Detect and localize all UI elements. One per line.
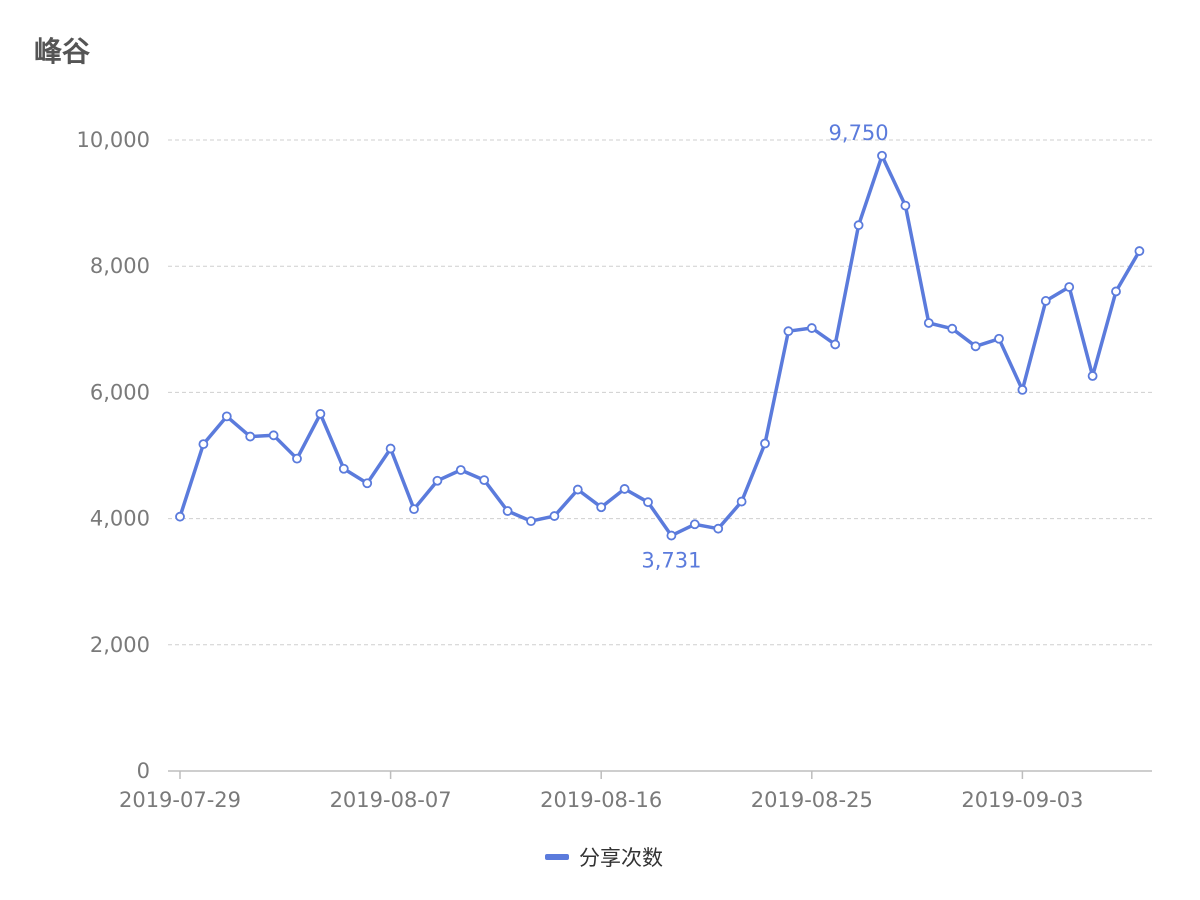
data-point xyxy=(268,430,279,441)
annotation-group: 9,750 3,731 xyxy=(641,121,888,573)
chart-title: 峰谷 xyxy=(34,35,91,68)
y-tick-label: 2,000 xyxy=(90,633,150,657)
data-point xyxy=(338,463,349,474)
legend-label: 分享次数 xyxy=(579,846,663,870)
y-tick-label: 0 xyxy=(137,759,150,783)
data-point xyxy=(315,408,326,419)
data-point xyxy=(526,516,536,527)
data-point xyxy=(1040,296,1051,306)
legend[interactable]: 分享次数 xyxy=(545,842,663,872)
max-label: 9,750 xyxy=(829,121,889,145)
data-point xyxy=(830,339,841,350)
data-point xyxy=(409,504,419,515)
data-point xyxy=(1017,384,1028,395)
y-tick-label: 8,000 xyxy=(90,254,150,278)
data-point xyxy=(502,506,513,516)
data-point xyxy=(572,484,583,495)
data-point xyxy=(479,475,490,486)
legend-swatch xyxy=(545,854,569,860)
data-point xyxy=(736,496,747,507)
data-point xyxy=(1111,286,1121,297)
data-point xyxy=(619,484,630,494)
data-point xyxy=(549,511,560,521)
data-point xyxy=(713,523,724,534)
data-point xyxy=(455,465,466,475)
data-point xyxy=(1064,282,1075,292)
data-point xyxy=(221,411,232,422)
data-point xyxy=(994,333,1004,344)
data-point xyxy=(877,150,887,161)
series-line xyxy=(178,154,1142,538)
y-tick-label: 4,000 xyxy=(90,507,150,531)
y-axis: 0 2,000 4,000 6,000 8,000 10,000 xyxy=(77,128,150,783)
data-point xyxy=(175,511,185,522)
data-point xyxy=(292,453,302,464)
x-tick-label: 2019-07-29 xyxy=(119,788,241,812)
data-point xyxy=(666,530,677,541)
data-point xyxy=(245,431,256,442)
series-group xyxy=(175,150,1145,541)
data-point xyxy=(432,475,443,486)
x-axis: 2019-07-29 2019-08-07 2019-08-16 2019-08-25… xyxy=(119,770,1152,812)
data-point xyxy=(362,478,373,489)
data-point xyxy=(970,341,981,352)
x-tick-label: 2019-08-25 xyxy=(751,788,873,812)
y-tick-label: 10,000 xyxy=(77,128,150,152)
data-point xyxy=(900,200,911,211)
data-point xyxy=(947,323,958,334)
x-tick-label: 2019-08-07 xyxy=(330,788,452,812)
data-point xyxy=(923,318,934,328)
min-label: 3,731 xyxy=(641,549,701,573)
data-point xyxy=(385,443,396,454)
x-tick-label: 2019-08-16 xyxy=(540,788,662,812)
data-point xyxy=(853,220,864,231)
data-point xyxy=(643,497,653,508)
y-tick-label: 6,000 xyxy=(90,380,150,404)
data-point xyxy=(689,519,700,530)
data-point xyxy=(806,323,817,333)
data-point xyxy=(1087,371,1098,381)
data-point xyxy=(783,326,794,337)
data-point xyxy=(198,439,209,450)
x-tick-label: 2019-09-03 xyxy=(961,788,1083,812)
data-point xyxy=(1134,246,1145,256)
data-point xyxy=(760,438,770,449)
data-point xyxy=(596,502,607,513)
